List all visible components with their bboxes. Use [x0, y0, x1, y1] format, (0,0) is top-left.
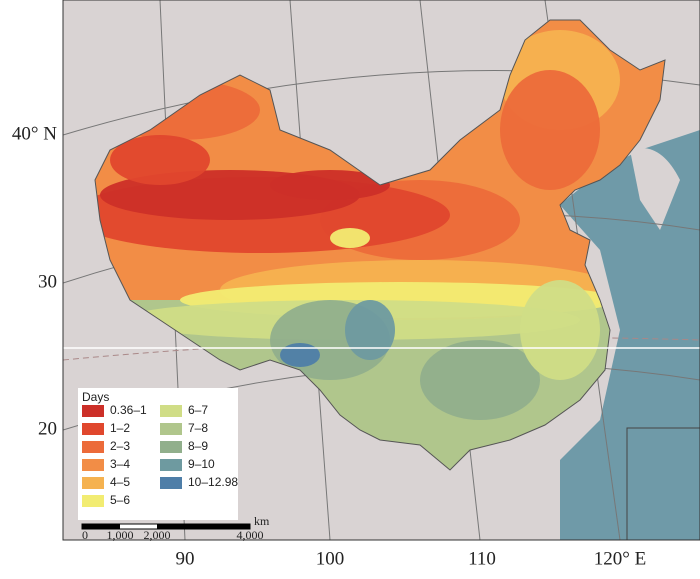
zone	[500, 70, 600, 190]
legend-label: 6–7	[188, 403, 208, 417]
legend-swatch	[160, 477, 182, 489]
korea	[630, 148, 680, 230]
scale-label: 4,000	[237, 528, 264, 542]
legend-label: 2–3	[110, 439, 130, 453]
zone	[345, 300, 395, 360]
legend-swatch	[82, 405, 104, 417]
zone	[280, 343, 320, 367]
scale-label: 2,000	[144, 528, 171, 542]
legend-label: 4–5	[110, 475, 130, 489]
longitude-label: 110	[468, 548, 496, 569]
latitude-label: 20	[38, 418, 57, 439]
legend-label: 7–8	[188, 421, 208, 435]
map-frame	[62, 0, 700, 541]
legend-label: 3–4	[110, 457, 130, 471]
zone	[330, 228, 370, 248]
legend-swatch	[160, 423, 182, 435]
inset-map	[626, 427, 700, 540]
longitude-label: 120° E	[594, 548, 646, 569]
zone	[520, 280, 600, 380]
zone	[420, 340, 540, 420]
scale-unit: km	[254, 514, 270, 528]
legend-label: 0.36–1	[110, 403, 147, 417]
legend-label: 9–10	[188, 457, 215, 471]
zone	[270, 170, 390, 200]
legend-swatch	[160, 441, 182, 453]
legend-swatch	[160, 405, 182, 417]
scale-label: 1,000	[107, 528, 134, 542]
legend-label: 1–2	[110, 421, 130, 435]
scale-bar	[82, 524, 120, 529]
longitude-label: 90	[176, 548, 195, 569]
legend-label: 10–12.98	[188, 475, 238, 489]
scale-label: 0	[82, 528, 88, 542]
legend-swatch	[82, 495, 104, 507]
legend-swatch	[82, 423, 104, 435]
legend-title: Days	[82, 390, 109, 404]
legend-swatch	[82, 459, 104, 471]
legend-swatch	[160, 459, 182, 471]
legend-label: 5–6	[110, 493, 130, 507]
zone	[110, 135, 210, 185]
latitude-label: 30	[38, 271, 57, 292]
legend-swatch	[82, 477, 104, 489]
legend-box	[78, 388, 238, 520]
legend-swatch	[82, 441, 104, 453]
latitude-label: 40° N	[12, 123, 57, 144]
legend-label: 8–9	[188, 439, 208, 453]
longitude-label: 100	[316, 548, 345, 569]
scale-bar	[157, 524, 250, 529]
